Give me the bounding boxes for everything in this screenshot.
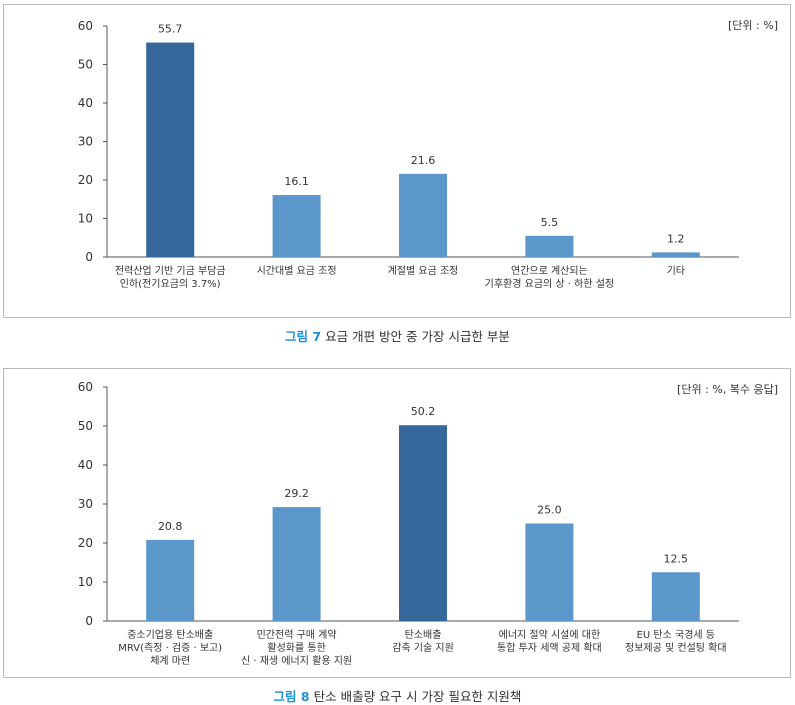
chart-2-category-label: 통합 투자 세액 공제 확대 bbox=[497, 642, 602, 654]
chart-2-category-label: 신 · 재생 에너지 활용 지원 bbox=[241, 654, 352, 667]
chart-1-data-label: 16.1 bbox=[284, 175, 309, 188]
chart-1-data-label: 5.5 bbox=[541, 216, 559, 229]
chart-2-y-tick-label: 60 bbox=[78, 380, 93, 394]
chart-2-y-tick-label: 20 bbox=[78, 536, 93, 550]
chart-panel-1: 0 10 20 30 40 50 60 55.7 전력산업 기반 기금 부담금 인하(전기요금의 … bbox=[3, 4, 791, 318]
chart-2-unit-label: [단위 : %, 복수 응답] bbox=[677, 383, 778, 396]
chart-2-caption-text: 탄소 배출량 요구 시 가장 필요한 지원책 bbox=[313, 689, 522, 704]
chart-2-caption: 그림 8 탄소 배출량 요구 시 가장 필요한 지원책 bbox=[0, 686, 795, 705]
chart-1-bar bbox=[146, 42, 195, 258]
chart-2-bar bbox=[272, 507, 321, 621]
chart-2-category-label: 민간전력 구매 계약 bbox=[257, 629, 337, 641]
chart-2-category-label: 체계 마련 bbox=[150, 655, 190, 667]
chart-1-category-label: 전력산업 기반 기금 부담금 bbox=[115, 264, 226, 277]
chart-1-category-label: 인하(전기요금의 3.7%) bbox=[120, 277, 221, 290]
chart-1-y-tick-label: 30 bbox=[78, 135, 93, 149]
chart-2-caption-number: 그림 8 bbox=[273, 689, 310, 704]
chart-1-category-label: 계절별 요금 조정 bbox=[388, 264, 459, 277]
chart-1-caption: 그림 7 요금 개편 방안 중 가장 시급한 부분 bbox=[0, 326, 795, 345]
chart-2-y-tick-label: 10 bbox=[78, 575, 93, 589]
chart-2-data-label: 12.5 bbox=[664, 552, 689, 565]
chart-1-bar bbox=[525, 235, 574, 257]
chart-2-category-label: 정보제공 및 컨설팅 확대 bbox=[625, 642, 727, 654]
chart-1-bar bbox=[651, 252, 700, 257]
chart-1-y-tick-label: 0 bbox=[85, 250, 93, 264]
chart-1-bar bbox=[399, 173, 447, 257]
chart-1-unit-label: [단위 : %] bbox=[728, 19, 778, 32]
chart-1-category-label: 기후환경 요금의 상 · 하한 설정 bbox=[485, 277, 614, 290]
chart-2-category-label: 활성화를 통한 bbox=[267, 641, 325, 654]
chart-2-y-tick-label: 0 bbox=[85, 614, 93, 628]
chart-2-y-tick-label: 40 bbox=[78, 458, 93, 472]
chart-2-bar bbox=[399, 425, 447, 621]
chart-1-category-label: 연간으로 계산되는 bbox=[511, 265, 588, 277]
chart-2-category-label: 탄소배출 bbox=[405, 629, 442, 641]
chart-2-data-label: 25.0 bbox=[537, 504, 562, 517]
chart-2-y-tick-label: 50 bbox=[78, 419, 93, 433]
chart-1-caption-text: 요금 개편 방안 중 가장 시급한 부분 bbox=[325, 329, 510, 344]
chart-1-data-label: 1.2 bbox=[667, 232, 685, 245]
chart-1-category-label: 시간대별 요금 조정 bbox=[257, 265, 337, 277]
chart-1-data-label: 21.6 bbox=[411, 154, 436, 167]
chart-1-caption-number: 그림 7 bbox=[285, 329, 322, 344]
chart-2-bar bbox=[146, 539, 195, 621]
chart-2-y-tick-label: 30 bbox=[78, 497, 93, 511]
chart-2-data-label: 29.2 bbox=[284, 487, 309, 500]
chart-2-category-label: 감축 기술 지원 bbox=[392, 642, 454, 654]
chart-1-data-label: 55.7 bbox=[158, 23, 183, 36]
chart-1-y-tick-label: 40 bbox=[78, 96, 93, 110]
chart-2-data-label: 20.8 bbox=[158, 520, 183, 533]
chart-1-category-label: 기타 bbox=[667, 265, 685, 277]
chart-2-category-label: EU 탄소 국경세 등 bbox=[637, 628, 715, 641]
chart-2-category-label: 에너지 절약 시설에 대한 bbox=[499, 628, 601, 641]
chart-1-plot: 0 10 20 30 40 50 60 55.7 전력산업 기반 기금 부담금인하(전기요금의 … bbox=[78, 19, 739, 290]
chart-panel-2: 0 10 20 30 40 50 60 20.8 중소기업용 탄소배출 MRV(측정 · 검증 ·… bbox=[3, 368, 791, 678]
chart-1-y-tick-label: 50 bbox=[78, 58, 93, 72]
chart-1-bar bbox=[272, 195, 321, 257]
chart-2-category-label: 중소기업용 탄소배출 bbox=[127, 628, 213, 641]
chart-2-bar bbox=[651, 572, 700, 621]
chart-1-y-tick-label: 20 bbox=[78, 173, 93, 187]
chart-2-bar bbox=[525, 523, 574, 621]
chart-2-data-label: 50.2 bbox=[411, 405, 436, 418]
chart-2-category-label: MRV(측정 · 검증 · 보고) bbox=[118, 642, 222, 654]
chart-1-y-tick-label: 60 bbox=[78, 19, 93, 33]
chart-1-y-tick-label: 10 bbox=[78, 212, 93, 226]
